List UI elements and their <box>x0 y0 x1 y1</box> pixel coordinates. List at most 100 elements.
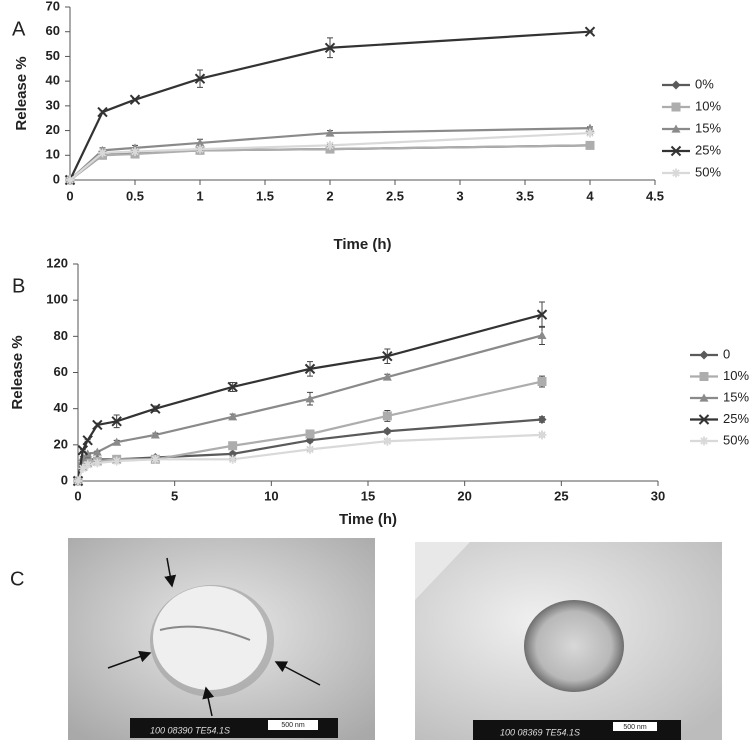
panel-label: C <box>10 568 24 590</box>
marker <box>537 430 547 440</box>
marker <box>325 128 335 137</box>
marker <box>537 377 547 387</box>
y-tick-label: 70 <box>46 0 60 13</box>
legend-label: 0 <box>723 346 730 361</box>
legend-marker <box>699 393 709 402</box>
marker <box>305 429 315 439</box>
y-tick-label: 20 <box>46 122 60 137</box>
legend-label: 15% <box>723 389 749 404</box>
y-axis-label: Release % <box>13 56 30 130</box>
legend-marker <box>671 168 681 178</box>
marker <box>150 454 160 464</box>
legend-label: 15% <box>695 120 721 135</box>
marker <box>112 456 122 466</box>
y-tick-label: 0 <box>53 171 60 186</box>
marker <box>111 416 122 427</box>
legend-label: 25% <box>695 142 721 157</box>
panel-label: B <box>12 275 25 297</box>
marker <box>305 444 315 454</box>
y-tick-label: 60 <box>54 364 68 379</box>
micrograph-label: 100 08390 TE54.1S <box>150 725 230 735</box>
x-tick-label: 25 <box>554 488 568 503</box>
marker <box>195 144 205 154</box>
marker <box>228 454 238 464</box>
legend-label: 25% <box>723 411 749 426</box>
marker <box>228 412 238 421</box>
marker <box>82 435 93 446</box>
marker <box>65 175 75 185</box>
series-line <box>69 30 591 181</box>
y-tick-label: 120 <box>46 255 68 270</box>
x-tick-label: 15 <box>361 488 375 503</box>
legend-label: 50% <box>723 432 749 447</box>
y-tick-label: 0 <box>61 472 68 487</box>
marker <box>585 140 595 150</box>
marker <box>585 128 595 138</box>
x-tick-label: 1.5 <box>256 188 274 203</box>
legend-label: 10% <box>723 368 749 383</box>
y-tick-label: 30 <box>46 97 60 112</box>
legend-marker <box>699 372 709 381</box>
marker <box>584 26 596 37</box>
x-tick-label: 3.5 <box>516 188 534 203</box>
y-tick-label: 60 <box>46 23 60 38</box>
scale-bar-label: 500 nm <box>623 724 647 731</box>
marker <box>195 138 205 147</box>
marker <box>382 372 392 381</box>
legend-marker <box>671 102 681 112</box>
series-line <box>69 144 591 181</box>
marker <box>92 419 103 431</box>
y-tick-label: 10 <box>46 147 60 162</box>
marker <box>78 463 88 473</box>
marker <box>83 460 93 470</box>
marker <box>77 445 89 456</box>
y-tick-label: 40 <box>46 73 60 88</box>
marker <box>227 381 238 393</box>
marker <box>382 411 392 421</box>
legend-marker <box>670 145 682 157</box>
marker <box>304 363 316 375</box>
x-tick-label: 4.5 <box>646 188 664 203</box>
micrograph <box>68 538 375 740</box>
x-axis-label: Time (h) <box>339 511 397 528</box>
marker <box>130 147 140 157</box>
marker <box>382 426 392 436</box>
marker <box>73 476 83 486</box>
micrograph-label: 100 08369 TE54.1S <box>500 727 580 737</box>
marker <box>83 449 93 458</box>
x-tick-label: 10 <box>264 488 278 503</box>
x-tick-label: 5 <box>171 488 178 503</box>
y-tick-label: 20 <box>54 436 68 451</box>
marker <box>97 106 108 118</box>
legend-marker <box>671 124 681 133</box>
x-tick-label: 4 <box>586 188 594 203</box>
marker <box>536 309 548 320</box>
x-tick-label: 0 <box>66 188 73 203</box>
x-tick-label: 20 <box>457 488 471 503</box>
marker <box>194 73 206 84</box>
marker <box>305 394 315 403</box>
marker <box>98 148 107 158</box>
x-tick-label: 0.5 <box>126 188 144 203</box>
x-tick-label: 2 <box>326 188 333 203</box>
x-tick-label: 30 <box>651 488 665 503</box>
legend-marker <box>699 350 709 360</box>
marker <box>92 447 102 456</box>
marker <box>382 436 392 446</box>
series-line <box>76 313 543 482</box>
panel-label: A <box>12 18 26 40</box>
legend-label: 10% <box>695 98 721 113</box>
marker <box>129 94 141 105</box>
marker <box>324 42 336 53</box>
marker <box>537 415 547 425</box>
y-axis-label: Release % <box>9 335 26 409</box>
y-tick-label: 80 <box>54 328 68 343</box>
y-tick-label: 40 <box>54 400 68 415</box>
marker <box>92 458 102 468</box>
y-tick-label: 50 <box>46 48 60 63</box>
marker <box>150 430 160 439</box>
legend-marker <box>699 436 709 446</box>
marker <box>325 140 335 150</box>
legend-marker <box>671 80 681 90</box>
